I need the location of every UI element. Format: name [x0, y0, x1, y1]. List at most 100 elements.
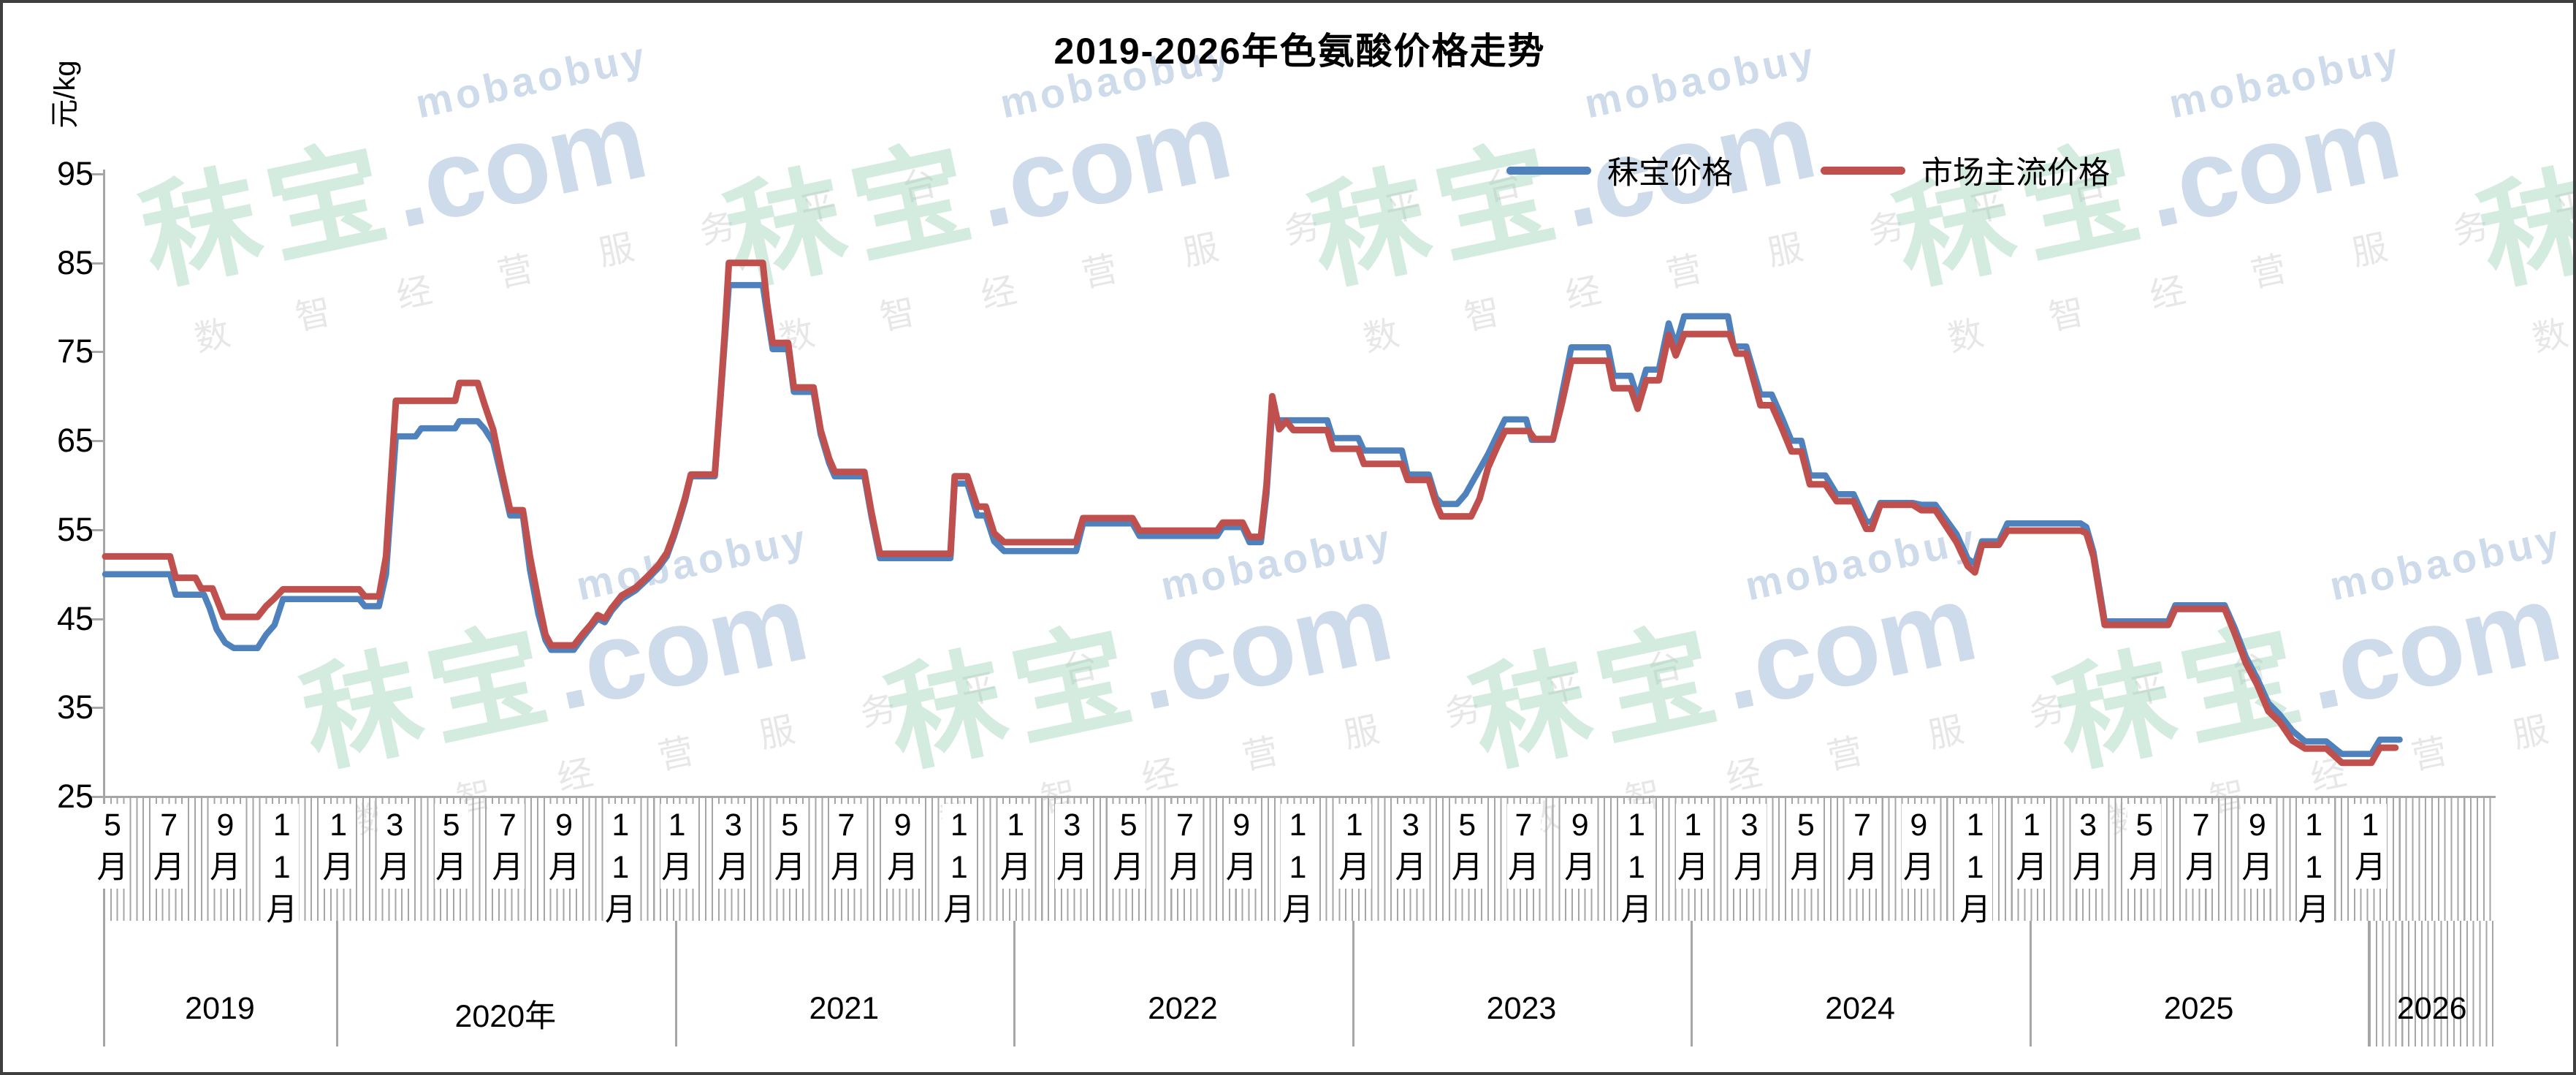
x-axis-month-label-char: 1 [1628, 850, 1645, 885]
x-axis-month-label: 1 1 月 [942, 804, 976, 931]
x-axis-month-label-char: 月 [378, 850, 411, 885]
y-axis-unit-label: 元/kg [49, 60, 81, 129]
x-axis-month-label-char: 5 [1458, 808, 1476, 843]
legend-item-market: 市场主流价格 [1821, 148, 2110, 193]
x-axis-month-label-char: 1 [950, 808, 968, 843]
x-axis-month-label-char: 月 [435, 850, 468, 885]
x-axis-year-separator [336, 921, 339, 1046]
price-trend-line-chart [102, 259, 2403, 767]
x-axis-month-label-char: 月 [1056, 850, 1088, 885]
x-axis-month-label-char: 月 [153, 850, 185, 885]
x-axis-month-label-char: 5 [1796, 808, 1815, 843]
y-axis-tick-label: 75 [56, 333, 94, 371]
y-axis-tick-label: 55 [56, 510, 94, 548]
x-axis-month-label-char: 3 [386, 808, 404, 843]
y-axis-tick-label: 35 [56, 688, 94, 726]
x-axis-month-label-char: 月 [604, 892, 636, 927]
x-axis-year-label: 2019 [185, 991, 255, 1026]
x-axis-month-label-char: 9 [2248, 808, 2266, 843]
series-line-mobao-price [102, 281, 2403, 757]
x-axis-month-label-char: 1 [611, 808, 630, 843]
x-axis-month-label-char: 7 [837, 808, 856, 843]
x-axis-month-label-char: 9 [1910, 808, 1928, 843]
x-axis-month-label-char: 3 [1740, 808, 1758, 843]
x-axis-month-label-char: 5 [442, 808, 460, 843]
y-axis-tick-mark [88, 796, 104, 798]
legend: 秣宝价格 市场主流价格 [1506, 148, 2110, 193]
x-axis-month-label-char: 月 [2128, 850, 2160, 885]
y-axis-tick-label: 95 [56, 155, 94, 192]
x-axis-month-label-char: 1 [329, 808, 347, 843]
x-axis-month-label-char: 1 [668, 808, 686, 843]
x-axis-year-label: 2020年 [454, 999, 557, 1034]
x-axis-month-label-char: 月 [1564, 850, 1596, 885]
x-axis-month-label-char: 月 [887, 850, 919, 885]
legend-label: 市场主流价格 [1921, 156, 2110, 191]
x-axis-year-label: 2023 [1486, 991, 1557, 1026]
x-axis-month-label-char: 1 [2022, 808, 2040, 843]
x-axis-month-label-char: 月 [1338, 850, 1371, 885]
x-axis-month-label-char: 7 [160, 808, 178, 843]
x-axis-month-label-char: 月 [210, 850, 242, 885]
x-axis-month-label-char: 月 [2298, 892, 2330, 927]
series-line-market-price [102, 259, 2399, 767]
x-axis-2026-tick-comb-extension [2369, 921, 2496, 1046]
x-axis-month-label: 1 1 月 [603, 804, 638, 931]
x-axis-month-label-char: 1 [1289, 808, 1307, 843]
x-axis-month-label-char: 1 [2305, 808, 2323, 843]
x-axis-year-separator [2029, 921, 2032, 1046]
x-axis-month-label-char: 1 [1007, 808, 1025, 843]
x-axis-month-label-char: 月 [774, 850, 806, 885]
x-axis-year-label: 2025 [2163, 991, 2234, 1026]
x-axis-month-label-char: 7 [1175, 808, 1194, 843]
x-axis-month-label-char: 月 [1620, 892, 1653, 927]
x-axis-month-label-char: 7 [1853, 808, 1871, 843]
x-axis-month-label-char: 1 [1289, 850, 1307, 885]
x-axis-month-label-char: 月 [1734, 850, 1766, 885]
x-axis-year-separator [674, 921, 677, 1046]
y-axis-tick-mark [88, 173, 104, 175]
x-axis-month-label-char: 1 [273, 850, 291, 885]
x-axis-month-label-char: 5 [104, 808, 121, 843]
x-axis-month-label-char: 月 [2354, 850, 2386, 885]
y-axis-tick-label: 65 [56, 422, 94, 460]
x-axis-month-label-char: 9 [893, 808, 912, 843]
y-axis-tick-mark [88, 262, 104, 265]
x-axis-month-label-char: 3 [2079, 808, 2097, 843]
x-axis-month-label-char: 月 [492, 850, 524, 885]
x-axis-month-label-char: 月 [2185, 850, 2217, 885]
x-axis-month-label-char: 月 [1846, 850, 1878, 885]
x-axis-month-label-char: 5 [2135, 808, 2154, 843]
x-axis-month-label-char: 月 [1281, 892, 1314, 927]
x-axis-month-label-char: 9 [1571, 808, 1589, 843]
y-axis-line [103, 170, 105, 1046]
x-axis-month-label-char: 月 [96, 850, 129, 885]
y-axis-tick-label: 85 [56, 243, 94, 281]
y-axis-tick-label: 25 [56, 778, 94, 815]
x-axis-month-label-char: 7 [498, 808, 517, 843]
x-axis-month-label-char: 1 [611, 850, 630, 885]
x-axis-month-label-char: 月 [1113, 850, 1145, 885]
x-axis-month-label-char: 月 [717, 850, 750, 885]
x-axis-month-label: 1 1 月 [1958, 804, 1992, 931]
x-axis-month-label-char: 7 [1514, 808, 1533, 843]
x-axis-month-label-char: 月 [999, 850, 1032, 885]
y-axis-tick-mark [88, 707, 104, 710]
x-axis-month-label-char: 月 [266, 892, 298, 927]
